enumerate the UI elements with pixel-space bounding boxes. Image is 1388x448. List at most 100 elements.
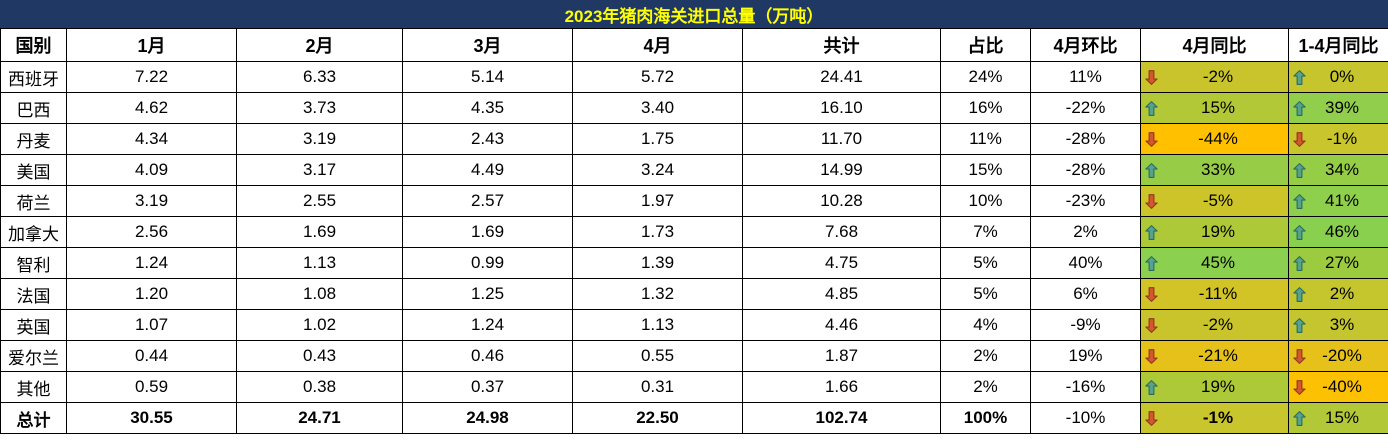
cell-total: 4.75 — [742, 247, 941, 279]
cell-share: 2% — [940, 371, 1031, 403]
header-row: 国别 1月 2月 3月 4月 共计 占比 4月环比 4月同比 1-4月同比 — [0, 28, 1388, 62]
cell-apr: 1.32 — [572, 278, 743, 310]
cell-apr: 1.13 — [572, 309, 743, 341]
column-header-5: 共计 — [742, 28, 941, 62]
cell-yoy-jan-apr: 39% — [1288, 92, 1388, 124]
cell-country: 其他 — [0, 371, 67, 403]
up-arrow-icon — [1293, 193, 1306, 209]
cell-feb: 24.71 — [236, 402, 403, 434]
cell-mar: 2.43 — [402, 123, 573, 155]
cell-share: 7% — [940, 216, 1031, 248]
cell-yoy-apr: -1% — [1140, 402, 1289, 434]
cell-jan: 3.19 — [66, 185, 237, 217]
cell-mar: 24.98 — [402, 402, 573, 434]
cell-yoy-apr: -2% — [1140, 61, 1289, 93]
trend-value: 33% — [1200, 160, 1236, 179]
cell-share: 100% — [940, 402, 1031, 434]
cell-jan: 1.20 — [66, 278, 237, 310]
column-header-9: 1-4月同比 — [1288, 28, 1388, 62]
cell-yoy-jan-apr: 2% — [1288, 278, 1388, 310]
up-arrow-icon — [1145, 162, 1158, 178]
cell-total: 14.99 — [742, 154, 941, 186]
cell-mom-apr: -23% — [1030, 185, 1141, 217]
cell-feb: 0.38 — [236, 371, 403, 403]
column-header-4: 4月 — [572, 28, 743, 62]
cell-feb: 6.33 — [236, 61, 403, 93]
column-header-7: 4月环比 — [1030, 28, 1141, 62]
table-row: 总计 30.55 24.71 24.98 22.50 102.74 100% -10% -1% 1… — [0, 402, 1388, 434]
cell-jan: 0.59 — [66, 371, 237, 403]
cell-apr: 5.72 — [572, 61, 743, 93]
cell-mar: 1.25 — [402, 278, 573, 310]
up-arrow-icon — [1293, 255, 1306, 271]
trend-value: -44% — [1198, 129, 1238, 148]
trend-value: -5% — [1202, 191, 1234, 210]
cell-share: 16% — [940, 92, 1031, 124]
cell-yoy-jan-apr: -20% — [1288, 340, 1388, 372]
up-arrow-icon — [1293, 224, 1306, 240]
cell-feb: 1.13 — [236, 247, 403, 279]
table-row: 爱尔兰 0.44 0.43 0.46 0.55 1.87 2% 19% -21% -20% — [0, 340, 1388, 372]
trend-value: -2% — [1202, 67, 1234, 86]
cell-mar: 1.69 — [402, 216, 573, 248]
cell-yoy-jan-apr: 15% — [1288, 402, 1388, 434]
down-arrow-icon — [1145, 131, 1158, 147]
cell-mom-apr: 40% — [1030, 247, 1141, 279]
cell-mar: 0.46 — [402, 340, 573, 372]
column-header-1: 1月 — [66, 28, 237, 62]
cell-country: 巴西 — [0, 92, 67, 124]
cell-mom-apr: -9% — [1030, 309, 1141, 341]
trend-value: -40% — [1322, 377, 1362, 396]
column-header-2: 2月 — [236, 28, 403, 62]
cell-yoy-apr: -21% — [1140, 340, 1289, 372]
table-row: 丹麦 4.34 3.19 2.43 1.75 11.70 11% -28% -44% -1% — [0, 123, 1388, 155]
column-header-0: 国别 — [0, 28, 67, 62]
cell-mar: 2.57 — [402, 185, 573, 217]
down-arrow-icon — [1293, 348, 1306, 364]
down-arrow-icon — [1145, 69, 1158, 85]
cell-total: 24.41 — [742, 61, 941, 93]
up-arrow-icon — [1293, 69, 1306, 85]
cell-yoy-apr: 45% — [1140, 247, 1289, 279]
cell-apr: 3.24 — [572, 154, 743, 186]
column-header-8: 4月同比 — [1140, 28, 1289, 62]
cell-yoy-jan-apr: 3% — [1288, 309, 1388, 341]
cell-country: 爱尔兰 — [0, 340, 67, 372]
cell-country: 丹麦 — [0, 123, 67, 155]
cell-yoy-apr: 15% — [1140, 92, 1289, 124]
cell-mom-apr: 6% — [1030, 278, 1141, 310]
table-body: 西班牙 7.22 6.33 5.14 5.72 24.41 24% 11% -2% 0% 巴西 4.6… — [0, 61, 1388, 434]
column-header-6: 占比 — [940, 28, 1031, 62]
trend-value: -1% — [1326, 129, 1358, 148]
cell-jan: 2.56 — [66, 216, 237, 248]
cell-total: 11.70 — [742, 123, 941, 155]
cell-mar: 1.24 — [402, 309, 573, 341]
cell-share: 5% — [940, 278, 1031, 310]
cell-feb: 3.17 — [236, 154, 403, 186]
trend-value: 39% — [1324, 98, 1360, 117]
cell-mar: 0.99 — [402, 247, 573, 279]
trend-value: 15% — [1324, 408, 1360, 427]
pork-import-table: 国别 1月 2月 3月 4月 共计 占比 4月环比 4月同比 1-4月同比 西班牙 7.22 6.33… — [0, 28, 1388, 434]
down-arrow-icon — [1145, 286, 1158, 302]
up-arrow-icon — [1293, 286, 1306, 302]
cell-mom-apr: -28% — [1030, 154, 1141, 186]
cell-mom-apr: 11% — [1030, 61, 1141, 93]
up-arrow-icon — [1145, 100, 1158, 116]
cell-yoy-jan-apr: 41% — [1288, 185, 1388, 217]
cell-mar: 4.49 — [402, 154, 573, 186]
cell-total: 16.10 — [742, 92, 941, 124]
cell-yoy-jan-apr: 27% — [1288, 247, 1388, 279]
trend-value: 19% — [1200, 222, 1236, 241]
trend-value: -21% — [1198, 346, 1238, 365]
cell-share: 2% — [940, 340, 1031, 372]
cell-yoy-jan-apr: 0% — [1288, 61, 1388, 93]
cell-country: 总计 — [0, 402, 67, 434]
trend-value: 46% — [1324, 222, 1360, 241]
cell-apr: 1.73 — [572, 216, 743, 248]
cell-jan: 1.07 — [66, 309, 237, 341]
trend-value: 0% — [1329, 67, 1355, 86]
table-title: 2023年猪肉海关进口总量（万吨） — [0, 0, 1388, 28]
cell-share: 10% — [940, 185, 1031, 217]
